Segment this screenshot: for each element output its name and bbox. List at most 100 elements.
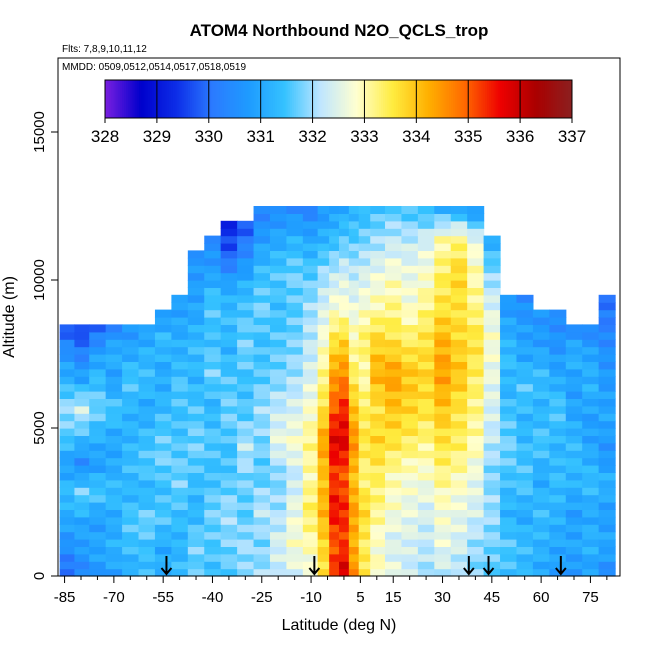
heatmap-cell [59, 450, 76, 459]
colorbar-segment [149, 80, 153, 118]
heatmap-cell [450, 220, 468, 229]
heatmap-cell [220, 428, 238, 436]
heatmap-cell [434, 428, 452, 436]
heatmap-cell [138, 539, 156, 547]
heatmap-cell [187, 361, 205, 370]
heatmap-cell [171, 487, 189, 496]
heatmap-cell [598, 509, 616, 518]
colorbar-segment [425, 80, 429, 118]
heatmap-cell [237, 531, 255, 540]
heatmap-cell [434, 294, 452, 303]
heatmap-cell [401, 339, 419, 348]
x-tick-label: -40 [202, 589, 224, 606]
heatmap-cell [59, 568, 76, 577]
heatmap-cell [339, 220, 350, 229]
heatmap-cell [467, 487, 485, 496]
heatmap-cell [302, 309, 319, 318]
colorbar-segment [497, 80, 501, 118]
heatmap-cell [138, 368, 156, 377]
colorbar-tick-label: 331 [246, 127, 274, 146]
heatmap-cell [434, 465, 452, 473]
heatmap-cell [401, 494, 419, 503]
heatmap-cell [122, 465, 140, 473]
heatmap-cell [286, 235, 304, 244]
heatmap-cell [401, 235, 419, 244]
heatmap-cell [122, 442, 140, 451]
heatmap-cell [500, 465, 518, 473]
chart-title: ATOM4 Northbound N2O_QCLS_trop [190, 21, 489, 40]
heatmap-cell [598, 324, 616, 333]
heatmap-cell [204, 472, 222, 481]
heatmap-cell [434, 250, 452, 259]
heatmap-cell [204, 294, 222, 303]
heatmap-cell [348, 405, 360, 414]
heatmap-cell [122, 516, 140, 525]
heatmap-cell [286, 546, 304, 555]
heatmap-cell [450, 302, 468, 311]
heatmap-cell [467, 391, 485, 399]
x-tick-label: 30 [434, 589, 451, 606]
heatmap-cell [220, 287, 238, 296]
heatmap-cell [204, 405, 222, 414]
heatmap-cell [370, 376, 386, 385]
heatmap-cell [401, 487, 419, 496]
heatmap-cell [348, 272, 360, 281]
heatmap-cell [187, 346, 205, 355]
heatmap-cell [401, 346, 419, 355]
heatmap-cell [401, 516, 419, 525]
heatmap-cells [59, 206, 616, 577]
heatmap-cell [385, 272, 403, 281]
heatmap-cell [302, 568, 319, 577]
heatmap-cell [358, 472, 371, 481]
colorbar-segment [136, 80, 140, 118]
heatmap-cell [549, 420, 567, 429]
heatmap-cell [532, 405, 550, 414]
heatmap-cell [467, 235, 485, 244]
heatmap-cell [417, 405, 435, 414]
heatmap-cell [74, 546, 90, 555]
heatmap-cell [105, 472, 123, 481]
heatmap-cell [401, 442, 419, 451]
heatmap-cell [269, 376, 288, 385]
heatmap-cell [385, 391, 403, 399]
heatmap-cell [122, 472, 140, 481]
colorbar-segment [223, 80, 227, 118]
colorbar-segment [285, 80, 289, 118]
heatmap-cell [348, 546, 360, 555]
heatmap-cell [253, 398, 271, 407]
heatmap-cell [122, 531, 140, 540]
heatmap-cell [253, 309, 271, 318]
colorbar-segment [266, 80, 269, 118]
heatmap-cell [417, 502, 435, 510]
heatmap-cell [302, 317, 319, 325]
colorbar-segment [457, 80, 460, 118]
heatmap-cell [237, 265, 255, 274]
colorbar-segment [170, 80, 174, 118]
heatmap-cell [317, 361, 330, 370]
heatmap-cell [220, 243, 238, 251]
heatmap-cell [317, 294, 330, 303]
heatmap-cell [434, 568, 452, 577]
heatmap-cell [401, 309, 419, 318]
heatmap-cell [317, 553, 330, 562]
heatmap-cell [253, 361, 271, 370]
colorbar-segment [444, 80, 448, 118]
heatmap-cell [434, 398, 452, 407]
heatmap-cell [500, 531, 518, 540]
colorbar-segment [383, 80, 386, 118]
heatmap-cell [401, 213, 419, 222]
heatmap-cell [317, 487, 330, 496]
heatmap-cell [89, 391, 107, 399]
heatmap-cell [598, 442, 616, 451]
heatmap-cell [358, 413, 371, 422]
heatmap-cell [329, 317, 340, 325]
heatmap-cell [549, 472, 567, 481]
heatmap-cell [450, 516, 468, 525]
heatmap-cell [154, 561, 172, 570]
heatmap-cell [220, 272, 238, 281]
heatmap-cell [154, 531, 172, 540]
heatmap-cell [329, 368, 340, 377]
heatmap-cell [286, 457, 304, 466]
heatmap-cell [467, 546, 485, 555]
heatmap-cell [385, 428, 403, 436]
